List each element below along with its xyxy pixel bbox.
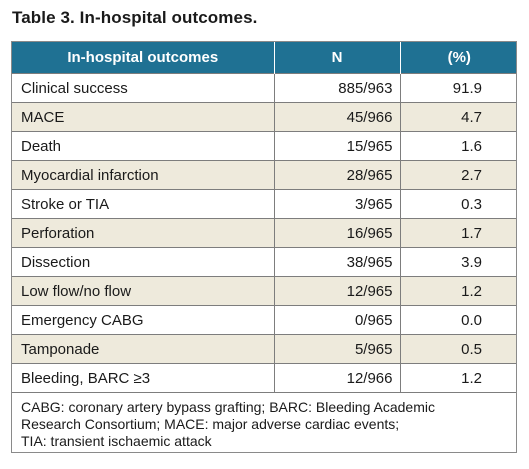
table-row: Dissection 38/965 3.9 (12, 247, 516, 277)
row-n: 885/963 (274, 73, 401, 103)
row-n: 12/965 (274, 276, 401, 306)
table-row: Myocardial infarction 28/965 2.7 (12, 160, 516, 190)
footnote-line: CABG: coronary artery bypass grafting; B… (21, 399, 435, 415)
outcomes-table: In-hospital outcomes N (%) Clinical succ… (12, 42, 516, 392)
row-label: Perforation (12, 218, 275, 248)
row-n: 0/965 (274, 305, 401, 335)
row-label: Emergency CABG (12, 305, 275, 335)
row-n: 3/965 (274, 189, 401, 219)
row-percent: 1.7 (400, 218, 516, 248)
footnote-line: TIA: transient ischaemic attack (21, 433, 212, 449)
row-percent: 0.0 (400, 305, 516, 335)
row-label: Bleeding, BARC ≥3 (12, 363, 275, 392)
row-n: 16/965 (274, 218, 401, 248)
footnote-line: Research Consortium; MACE: major adverse… (21, 416, 400, 432)
header-percent: (%) (400, 42, 516, 74)
row-percent: 3.9 (400, 247, 516, 277)
row-n: 12/966 (274, 363, 401, 392)
table-container: In-hospital outcomes N (%) Clinical succ… (11, 41, 517, 453)
row-n: 5/965 (274, 334, 401, 364)
table-row: Perforation 16/965 1.7 (12, 218, 516, 248)
row-label: Clinical success (12, 73, 275, 103)
table-row: MACE 45/966 4.7 (12, 102, 516, 132)
row-label: Death (12, 131, 275, 161)
header-outcome: In-hospital outcomes (12, 42, 275, 74)
row-label: MACE (12, 102, 275, 132)
header-n: N (274, 42, 401, 74)
row-percent: 1.2 (400, 276, 516, 306)
row-label: Myocardial infarction (12, 160, 275, 190)
row-percent: 0.3 (400, 189, 516, 219)
table-header-row: In-hospital outcomes N (%) (12, 42, 516, 74)
row-percent: 1.2 (400, 363, 516, 392)
table-row: Low flow/no flow 12/965 1.2 (12, 276, 516, 306)
row-percent: 91.9 (400, 73, 516, 103)
row-label: Dissection (12, 247, 275, 277)
row-label: Tamponade (12, 334, 275, 364)
row-percent: 4.7 (400, 102, 516, 132)
table-row: Bleeding, BARC ≥3 12/966 1.2 (12, 363, 516, 392)
row-n: 15/965 (274, 131, 401, 161)
table-row: Clinical success 885/963 91.9 (12, 73, 516, 103)
row-n: 28/965 (274, 160, 401, 190)
row-percent: 2.7 (400, 160, 516, 190)
table-footnote: CABG: coronary artery bypass grafting; B… (12, 392, 516, 450)
row-n: 38/965 (274, 247, 401, 277)
row-label: Low flow/no flow (12, 276, 275, 306)
table-title: Table 3. In-hospital outcomes. (12, 8, 258, 27)
row-percent: 1.6 (400, 131, 516, 161)
row-n: 45/966 (274, 102, 401, 132)
table-row: Death 15/965 1.6 (12, 131, 516, 161)
table-row: Tamponade 5/965 0.5 (12, 334, 516, 364)
row-label: Stroke or TIA (12, 189, 275, 219)
table-row: Stroke or TIA 3/965 0.3 (12, 189, 516, 219)
table-row: Emergency CABG 0/965 0.0 (12, 305, 516, 335)
row-percent: 0.5 (400, 334, 516, 364)
